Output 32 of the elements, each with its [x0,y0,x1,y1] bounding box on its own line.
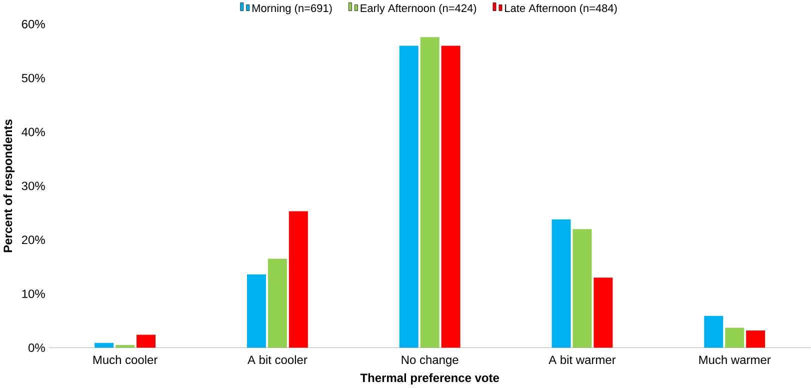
y-tick-label: 60% [22,20,45,28]
legend-label: Late Afternoon (n=484) [505,4,617,14]
x-tick-label: No change [402,355,458,367]
y-tick-label: 10% [22,290,45,298]
legend-label: Early Afternoon (n=424) [360,4,476,14]
bar [420,37,440,348]
bar [399,46,418,348]
bar [725,328,744,348]
bar [441,46,460,348]
bar [572,229,592,348]
x-axis-title: Thermal preference vote [360,373,500,385]
y-tick-label: 20% [22,236,45,244]
y-axis-title: Percent of respondents [3,120,15,252]
legend-label: Morning (n=691) [252,4,332,14]
bar [288,211,308,348]
x-tick-label: Much warmer [699,355,771,364]
bar [116,345,135,348]
x-tick-label: A bit warmer [548,355,616,364]
y-tick-label: 40% [22,128,45,136]
bar [246,274,266,348]
y-tick-label: 0% [28,344,45,352]
bar [136,334,156,348]
bar [94,342,114,348]
bar [552,219,571,348]
y-tick-label: 30% [22,182,45,190]
x-tick-label: Much cooler [93,355,158,364]
bar [268,258,287,348]
x-tick-label: A bit cooler [247,355,308,364]
bar [704,316,724,348]
bar [746,330,766,348]
bar [594,278,613,348]
y-tick-label: 50% [22,74,45,82]
